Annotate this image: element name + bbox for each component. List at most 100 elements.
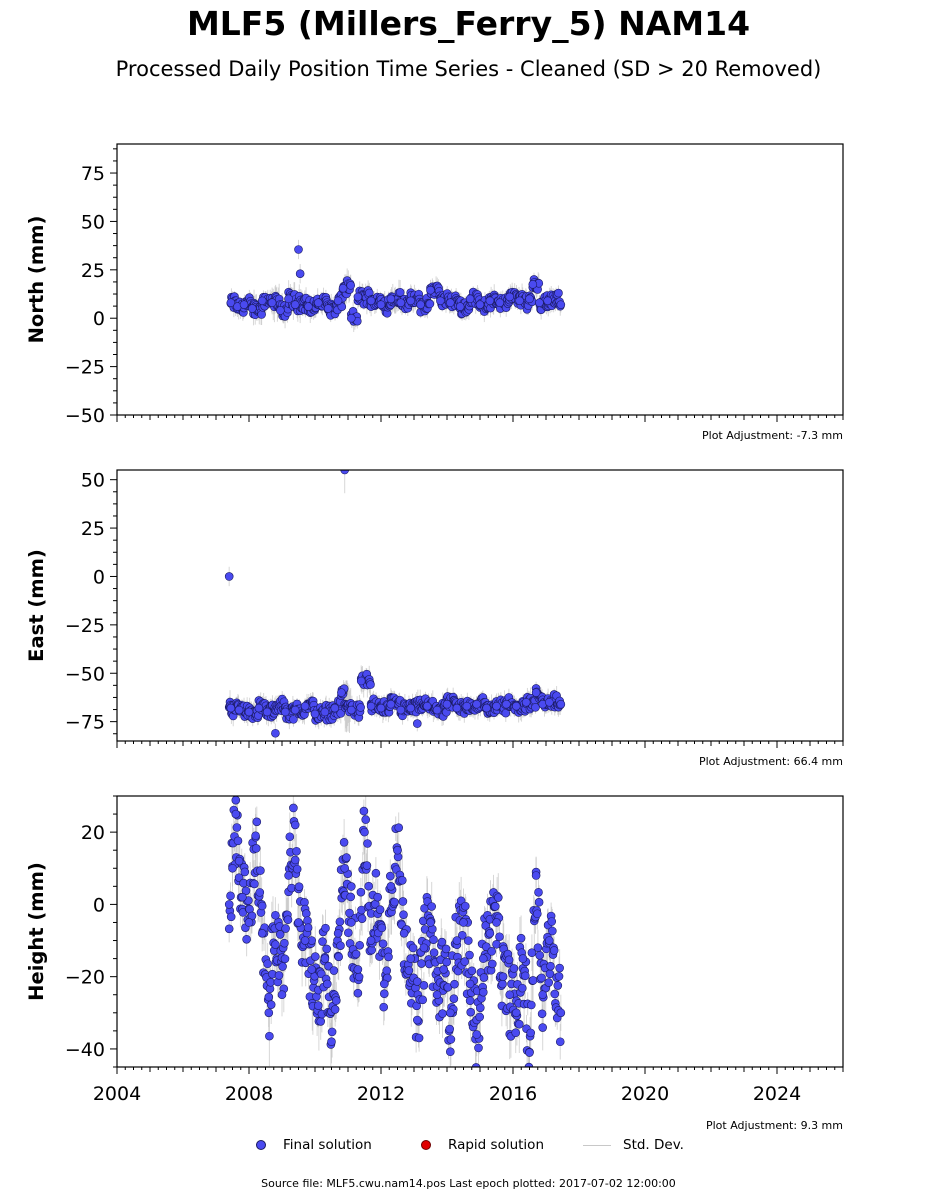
y-tick-label: −20 (65, 967, 105, 989)
data-point (495, 298, 505, 308)
data-point (386, 294, 396, 304)
data-point (467, 966, 477, 976)
data-point (479, 973, 489, 982)
data-point (321, 923, 330, 933)
data-point (266, 1000, 276, 1009)
data-point (556, 699, 566, 709)
data-point (544, 936, 554, 945)
data-point (292, 864, 302, 874)
data-point (239, 300, 249, 309)
data-point (226, 298, 236, 308)
north-data (226, 239, 566, 333)
rapid-solution-marker-icon (421, 1140, 431, 1150)
data-point (406, 703, 416, 713)
data-point (257, 296, 267, 306)
data-point (550, 989, 560, 999)
data-point (280, 707, 290, 717)
y-tick-label: −50 (65, 405, 105, 427)
data-point (528, 280, 538, 289)
y-axis-label: North (mm) (25, 216, 48, 344)
data-point (465, 979, 475, 989)
east-data (224, 470, 566, 741)
chart-subtitle: Processed Daily Position Time Series - C… (115, 57, 822, 81)
y-tick-label: 25 (81, 518, 105, 540)
data-point (377, 923, 387, 933)
data-point (294, 882, 304, 892)
data-point (525, 294, 534, 304)
data-point (386, 699, 396, 709)
data-point (357, 914, 367, 923)
data-point (418, 995, 428, 1005)
data-point (234, 705, 244, 715)
data-point (414, 1033, 424, 1043)
data-point (518, 954, 528, 963)
data-point (290, 705, 300, 715)
data-point (290, 855, 300, 865)
data-point (535, 298, 544, 308)
data-point (320, 954, 330, 963)
east-plot-adjustment: Plot Adjustment: 66.4 mm (698, 755, 843, 768)
data-point (276, 306, 285, 315)
data-point (406, 296, 416, 306)
data-point (426, 285, 435, 295)
legend-rapid: Rapid solution (421, 1137, 544, 1153)
data-point (544, 697, 554, 707)
data-point (543, 296, 552, 306)
y-tick-label: 20 (81, 822, 105, 844)
data-point (248, 304, 257, 313)
data-point (257, 310, 266, 319)
data-point (397, 875, 407, 885)
y-tick-label: −25 (65, 615, 105, 637)
data-point (537, 1009, 547, 1019)
data-point (346, 892, 356, 902)
legend: Final solution Rapid solution Std. Dev. (0, 1137, 937, 1157)
data-point (524, 1070, 532, 1078)
legend-std: Std. Dev. (583, 1137, 684, 1153)
data-point (331, 996, 341, 1005)
height-frame (116, 795, 844, 1068)
data-point (356, 676, 366, 686)
data-point (378, 939, 388, 949)
data-point (394, 823, 404, 832)
data-point (524, 1062, 534, 1067)
data-point (429, 935, 438, 944)
legend-final-label: Final solution (283, 1137, 372, 1153)
data-point (250, 879, 259, 889)
data-point (355, 940, 365, 950)
data-point (445, 1024, 455, 1034)
data-point (390, 897, 399, 907)
data-point (307, 965, 317, 974)
data-point (399, 929, 409, 938)
data-point (226, 891, 235, 901)
y-tick-label: 75 (81, 163, 105, 185)
data-point (379, 989, 389, 999)
data-point (528, 976, 538, 985)
data-point (471, 1063, 481, 1067)
y-axis-label: Height (mm) (25, 862, 48, 1001)
data-point (228, 863, 237, 873)
data-point (487, 947, 497, 956)
data-point (436, 296, 445, 306)
data-point (493, 893, 503, 902)
final-solution-marker-icon (256, 1140, 266, 1150)
data-point (517, 983, 527, 993)
data-point (266, 977, 275, 987)
x-tick-label: 2004 (93, 1083, 141, 1105)
data-point (371, 868, 381, 878)
data-point (460, 901, 470, 911)
y-tick-label: 0 (93, 894, 105, 916)
data-point (346, 918, 356, 927)
data-point (452, 703, 462, 713)
data-point (556, 1008, 566, 1018)
data-point (442, 699, 452, 709)
data-point (277, 990, 287, 1000)
data-point (244, 918, 254, 927)
data-point (233, 836, 243, 846)
data-point (432, 990, 442, 1000)
data-point (376, 703, 386, 713)
data-point (548, 926, 557, 936)
data-point (313, 1001, 323, 1010)
data-point (294, 918, 303, 927)
data-point (362, 861, 372, 870)
y-tick-label: −50 (65, 663, 105, 685)
